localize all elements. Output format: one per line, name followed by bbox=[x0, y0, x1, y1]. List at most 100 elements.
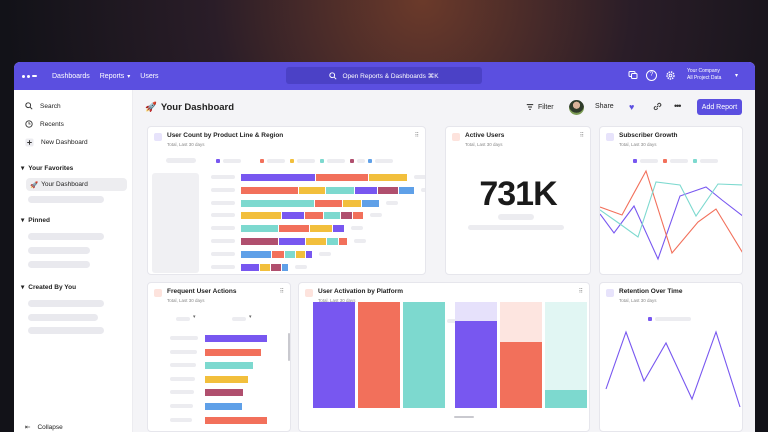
placeholder bbox=[232, 317, 246, 321]
card-title: Active Users bbox=[465, 132, 505, 139]
nav-reports[interactable]: Reports ▾ bbox=[100, 73, 131, 80]
filter-button[interactable]: Filter bbox=[526, 103, 554, 111]
bar bbox=[205, 403, 242, 410]
nav-users[interactable]: Users bbox=[140, 73, 158, 80]
app-logo-icon[interactable] bbox=[22, 70, 42, 82]
placeholder bbox=[223, 159, 241, 163]
bar-segment bbox=[272, 250, 284, 258]
bar-segment bbox=[339, 238, 347, 245]
placeholder bbox=[211, 213, 235, 218]
bar-segment bbox=[241, 225, 278, 233]
notifications-icon[interactable] bbox=[627, 70, 638, 81]
placeholder bbox=[498, 214, 534, 220]
bar bbox=[205, 416, 267, 424]
search-icon bbox=[329, 71, 337, 80]
section-created-by-you[interactable]: ▾ Created By You bbox=[21, 283, 76, 292]
placeholder bbox=[414, 175, 425, 179]
drag-handle-icon[interactable]: ⠿ bbox=[414, 133, 419, 139]
clock-icon bbox=[25, 120, 33, 128]
settings-icon[interactable] bbox=[665, 70, 676, 81]
bar-segment bbox=[324, 212, 340, 220]
series-line-purple bbox=[600, 186, 742, 261]
section-favorites[interactable]: ▾ Your Favorites bbox=[21, 164, 73, 173]
sidebar-item-label: Your Dashboard bbox=[41, 181, 88, 188]
bar-segment bbox=[241, 199, 314, 207]
chevron-down-icon[interactable]: ▾ bbox=[193, 314, 196, 320]
bar bbox=[205, 389, 243, 397]
chevron-down-icon[interactable]: ▾ bbox=[735, 73, 739, 79]
drag-handle-icon[interactable]: ⠿ bbox=[279, 289, 284, 295]
bar-segment bbox=[343, 199, 361, 207]
section-pinned[interactable]: ▾ Pinned bbox=[21, 216, 50, 225]
bar bbox=[205, 375, 248, 383]
series-line-coral bbox=[600, 169, 742, 255]
placeholder-item bbox=[28, 261, 90, 268]
nav-dashboards[interactable]: Dashboards bbox=[52, 73, 90, 80]
heart-icon[interactable]: ♥ bbox=[629, 102, 635, 112]
project-name: All Project Data bbox=[687, 75, 722, 81]
link-icon[interactable] bbox=[653, 102, 662, 113]
drag-handle-icon[interactable]: ⠿ bbox=[578, 289, 583, 295]
avatar[interactable] bbox=[569, 100, 584, 115]
subscriber-line-chart bbox=[600, 169, 742, 261]
sidebar-item-new-dashboard[interactable]: New Dashboard bbox=[25, 138, 88, 147]
bar-segment bbox=[279, 238, 305, 245]
card-active-users[interactable]: Active Users Total, Last 30 days ⠿ 731K bbox=[445, 126, 591, 275]
column-bar bbox=[455, 321, 497, 408]
page-title-text: Your Dashboard bbox=[160, 102, 235, 113]
bar-segment bbox=[305, 212, 323, 220]
bar-segment bbox=[282, 263, 288, 271]
company-selector[interactable]: Your Company All Project Data bbox=[687, 68, 721, 82]
bar-chart-icon bbox=[305, 289, 313, 297]
nav-reports-label: Reports bbox=[99, 72, 125, 80]
retention-line-chart bbox=[605, 330, 741, 408]
card-title: Retention Over Time bbox=[619, 288, 683, 295]
placeholder bbox=[152, 173, 199, 273]
help-icon[interactable]: ? bbox=[646, 70, 657, 81]
legend-swatch bbox=[216, 159, 220, 163]
card-retention[interactable]: Retention Over Time Total, Last 30 days bbox=[599, 282, 743, 432]
search-label: Open Reports & Dashboards ⌘K bbox=[342, 72, 439, 80]
chevron-down-icon: ▾ bbox=[21, 284, 25, 291]
card-subtitle: Total, Last 30 days bbox=[318, 298, 356, 303]
card-title: Subscriber Growth bbox=[619, 132, 678, 139]
collapse-button[interactable]: ⇤ Collapse bbox=[25, 423, 63, 432]
placeholder bbox=[166, 158, 196, 163]
bar-segment bbox=[369, 174, 407, 181]
card-title: User Count by Product Line & Region bbox=[167, 132, 284, 139]
section-label: Pinned bbox=[28, 216, 50, 224]
sidebar-item-recents[interactable]: Recents bbox=[25, 120, 64, 128]
legend-swatch bbox=[320, 159, 324, 163]
bar bbox=[205, 348, 261, 356]
placeholder bbox=[297, 159, 315, 163]
placeholder bbox=[170, 404, 193, 408]
bar-segment bbox=[326, 186, 354, 194]
placeholder bbox=[468, 225, 564, 230]
chevron-down-icon[interactable]: ▾ bbox=[249, 314, 252, 320]
bar-segment bbox=[285, 250, 295, 258]
card-frequent-actions[interactable]: Frequent User Actions Total, Last 30 day… bbox=[147, 282, 291, 432]
sidebar-item-your-dashboard[interactable]: 🚀 Your Dashboard bbox=[26, 178, 127, 191]
column-bar bbox=[545, 390, 587, 408]
sidebar-item-search[interactable]: Search bbox=[25, 102, 61, 110]
bar-segment bbox=[306, 250, 312, 258]
company-name: Your Company bbox=[687, 68, 720, 74]
more-icon[interactable]: ••• bbox=[674, 101, 682, 111]
card-user-activation[interactable]: User Activation by Platform Total, Last … bbox=[298, 282, 590, 432]
scrollbar[interactable] bbox=[288, 333, 290, 361]
card-user-count[interactable]: User Count by Product Line & Region Tota… bbox=[147, 126, 426, 275]
collapse-icon: ⇤ bbox=[25, 424, 31, 431]
global-search-bar[interactable]: Open Reports & Dashboards ⌘K bbox=[286, 67, 482, 84]
add-report-button[interactable]: Add Report bbox=[697, 99, 742, 115]
scrollbar[interactable] bbox=[454, 416, 474, 418]
drag-handle-icon[interactable]: ⠿ bbox=[579, 133, 584, 139]
line-chart-icon bbox=[452, 133, 460, 141]
line-chart-icon bbox=[606, 133, 614, 141]
placeholder bbox=[375, 159, 393, 163]
card-subscriber-growth[interactable]: Subscriber Growth Total, Last 30 days bbox=[599, 126, 743, 275]
placeholder-item bbox=[28, 247, 90, 254]
placeholder bbox=[670, 159, 688, 163]
share-button[interactable]: Share bbox=[595, 103, 614, 110]
legend-swatch bbox=[648, 317, 652, 321]
placeholder bbox=[267, 159, 285, 163]
